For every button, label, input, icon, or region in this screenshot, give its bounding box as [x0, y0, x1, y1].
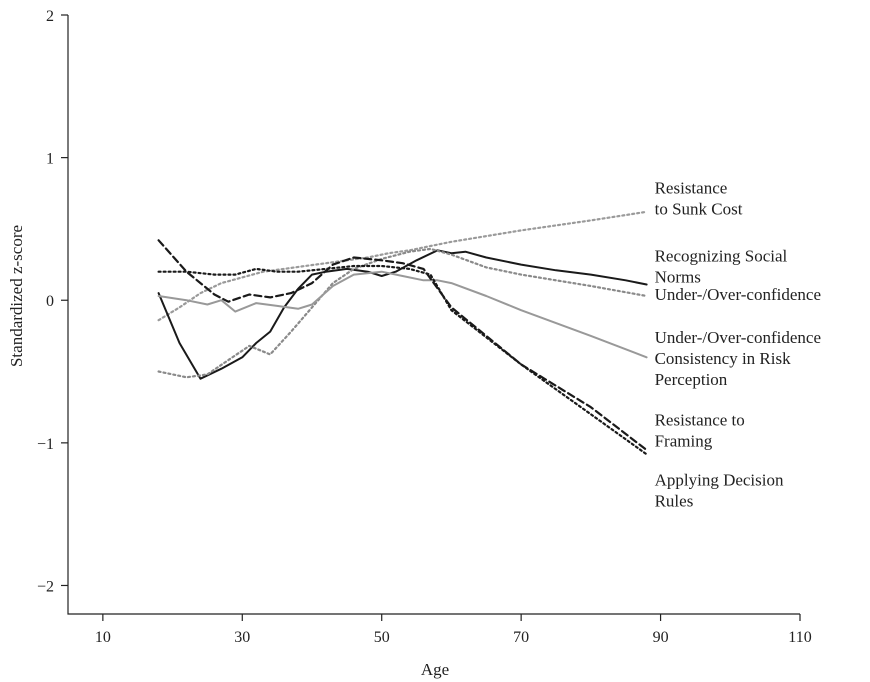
series-labels: Resistance to Sunk Cost Recognizing Social… [655, 178, 821, 510]
y-tick-label: 1 [46, 151, 54, 168]
series-label-under-over-confidence-consistency-in-risk-perception: Under-/Over-confidence [655, 328, 821, 347]
series-label-under-over-confidence: Under-/Over-confidence [655, 285, 821, 304]
series-line-resistance-to-sunk-cost [157, 210, 648, 322]
series-layer [157, 210, 648, 456]
axes: 10 30 50 70 90 110 −2 −1 0 1 2 [37, 8, 812, 646]
series-line-recognizing-social-norms [157, 249, 648, 380]
x-axis-title: Age [421, 660, 449, 679]
y-axis-title: Standardized z-score [7, 225, 26, 367]
series-label-applying-decision-rules: Rules [655, 492, 694, 511]
x-tick-label: 10 [95, 629, 111, 646]
series-label-recognizing-social-norms: Norms [655, 268, 701, 287]
series-line-resistance-to-framing [157, 239, 648, 452]
series-label-resistance-to-framing: Resistance to [655, 411, 745, 430]
y-tick-label: 0 [46, 293, 54, 310]
x-tick-label: 50 [374, 629, 390, 646]
x-tick-label: 90 [653, 629, 669, 646]
y-tick-label: −2 [37, 578, 54, 595]
axis-lines [67, 15, 800, 615]
series-line-under-over-confidence-consistency-in-risk-perception [157, 270, 648, 359]
series-label-under-over-confidence-consistency-in-risk-perception: Consistency in Risk [655, 349, 792, 368]
series-label-under-over-confidence-consistency-in-risk-perception: Perception [655, 370, 728, 389]
series-label-resistance-to-framing: Framing [655, 432, 713, 451]
series-label-resistance-to-sunk-cost: to Sunk Cost [655, 199, 743, 218]
x-tick-label: 70 [513, 629, 529, 646]
series-label-resistance-to-sunk-cost: Resistance [655, 178, 728, 197]
x-tick-label: 30 [234, 629, 250, 646]
series-line-applying-decision-rules [157, 264, 648, 456]
series-line-under-over-confidence [157, 247, 648, 379]
series-label-recognizing-social-norms: Recognizing Social [655, 247, 788, 266]
series-label-applying-decision-rules: Applying Decision [655, 471, 784, 490]
y-tick-label: −1 [37, 436, 54, 453]
x-tick-label: 110 [788, 629, 811, 646]
y-tick-label: 2 [46, 8, 54, 25]
